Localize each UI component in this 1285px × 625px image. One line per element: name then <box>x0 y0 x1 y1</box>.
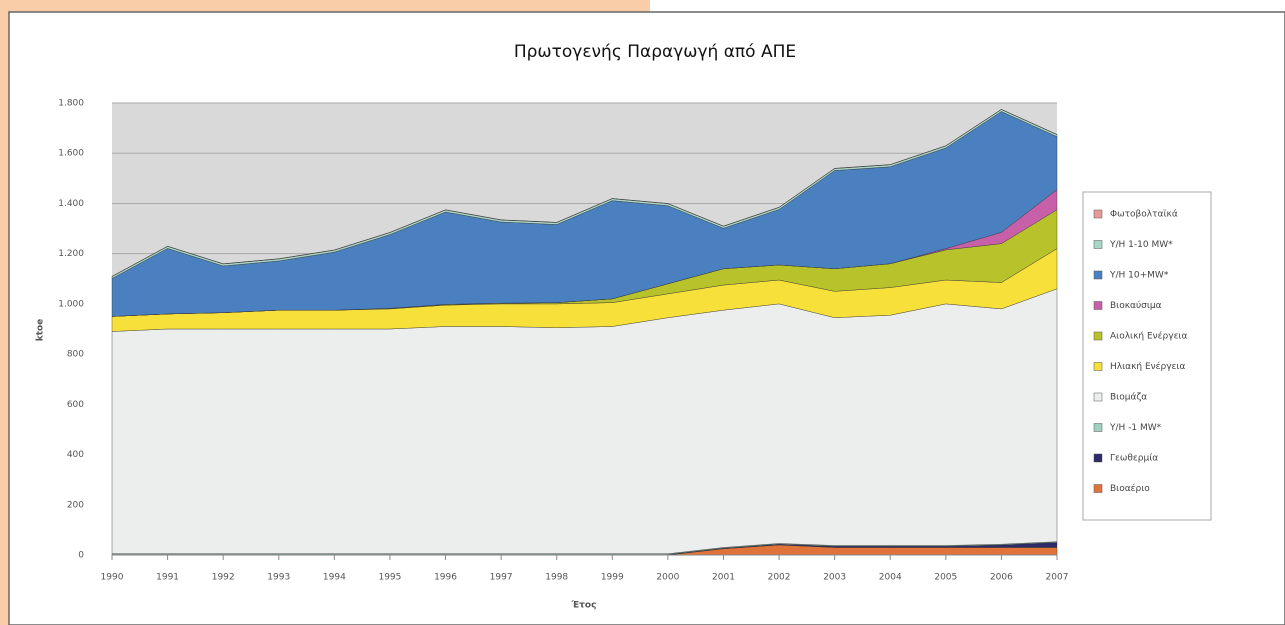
x-tick-label: 1997 <box>490 573 513 583</box>
x-tick-label: 2001 <box>712 573 735 583</box>
y-tick-label: 400 <box>67 450 84 460</box>
top-band <box>0 0 650 12</box>
x-tick-label: 2000 <box>656 573 679 583</box>
y-tick-label: 1.000 <box>58 299 84 309</box>
x-tick-label: 1996 <box>434 573 457 583</box>
x-tick-label: 1993 <box>267 573 290 583</box>
x-tick-label: 1992 <box>212 573 235 583</box>
area <box>111 109 1058 277</box>
x-tick-label: 2003 <box>823 573 846 583</box>
x-tick-label: 1994 <box>323 573 346 583</box>
legend-label: Φωτοβολταϊκά <box>1110 210 1178 220</box>
legend-swatch <box>1093 362 1103 371</box>
y-tick-label: 1.600 <box>58 149 84 159</box>
legend-swatch <box>1093 484 1103 493</box>
y-tick-label: 1.400 <box>58 199 84 209</box>
legend-swatch <box>1093 240 1103 249</box>
x-tick-label: 2005 <box>934 573 957 583</box>
legend-label: Υ/Η -1 MW* <box>1109 423 1162 433</box>
x-axis-label: Έτος <box>571 601 597 611</box>
legend-swatch <box>1093 423 1103 432</box>
y-tick-label: 0 <box>78 551 84 561</box>
legend-swatch <box>1093 392 1103 402</box>
left-band <box>0 0 9 625</box>
x-tick-label: 1998 <box>545 573 568 583</box>
y-tick-label: 600 <box>67 400 84 410</box>
x-tick-label: 1991 <box>156 573 179 583</box>
legend-swatch <box>1093 209 1103 219</box>
legend-swatch <box>1093 301 1103 310</box>
legend-swatch <box>1093 331 1103 341</box>
x-tick-label: 1990 <box>101 573 124 583</box>
x-tick-label: 2002 <box>768 573 791 583</box>
y-tick-label: 800 <box>67 350 84 360</box>
legend-label: Αιολική Ενέργεια <box>1110 331 1187 342</box>
y-axis-label: ktoe <box>36 319 46 342</box>
y-tick-label: 1.200 <box>58 249 84 259</box>
legend-label: Υ/Η 10+MW* <box>1109 271 1169 281</box>
legend-label: Ηλιακή Ενέργεια <box>1110 361 1185 372</box>
x-tick-label: 2007 <box>1046 573 1069 583</box>
y-tick-label: 200 <box>67 500 84 510</box>
legend-swatch <box>1093 453 1103 463</box>
x-tick-label: 1999 <box>601 573 624 583</box>
x-tick-label: 2006 <box>990 573 1013 583</box>
legend-label: Γεωθερμία <box>1110 454 1158 464</box>
x-tick-label: 1995 <box>378 573 401 583</box>
legend-label: Υ/Η 1-10 MW* <box>1109 240 1173 250</box>
y-tick-label: 1.800 <box>58 99 84 109</box>
legend-label: Βιοκαύσιμα <box>1110 300 1162 311</box>
legend <box>1082 191 1212 521</box>
legend-label: Βιομάζα <box>1110 393 1147 403</box>
legend-label: Βιοαέριο <box>1110 483 1150 494</box>
legend-swatch <box>1093 270 1103 280</box>
chart-title: Πρωτογενής Παραγωγή από ΑΠΕ <box>514 42 796 62</box>
x-tick-label: 2004 <box>879 573 902 583</box>
